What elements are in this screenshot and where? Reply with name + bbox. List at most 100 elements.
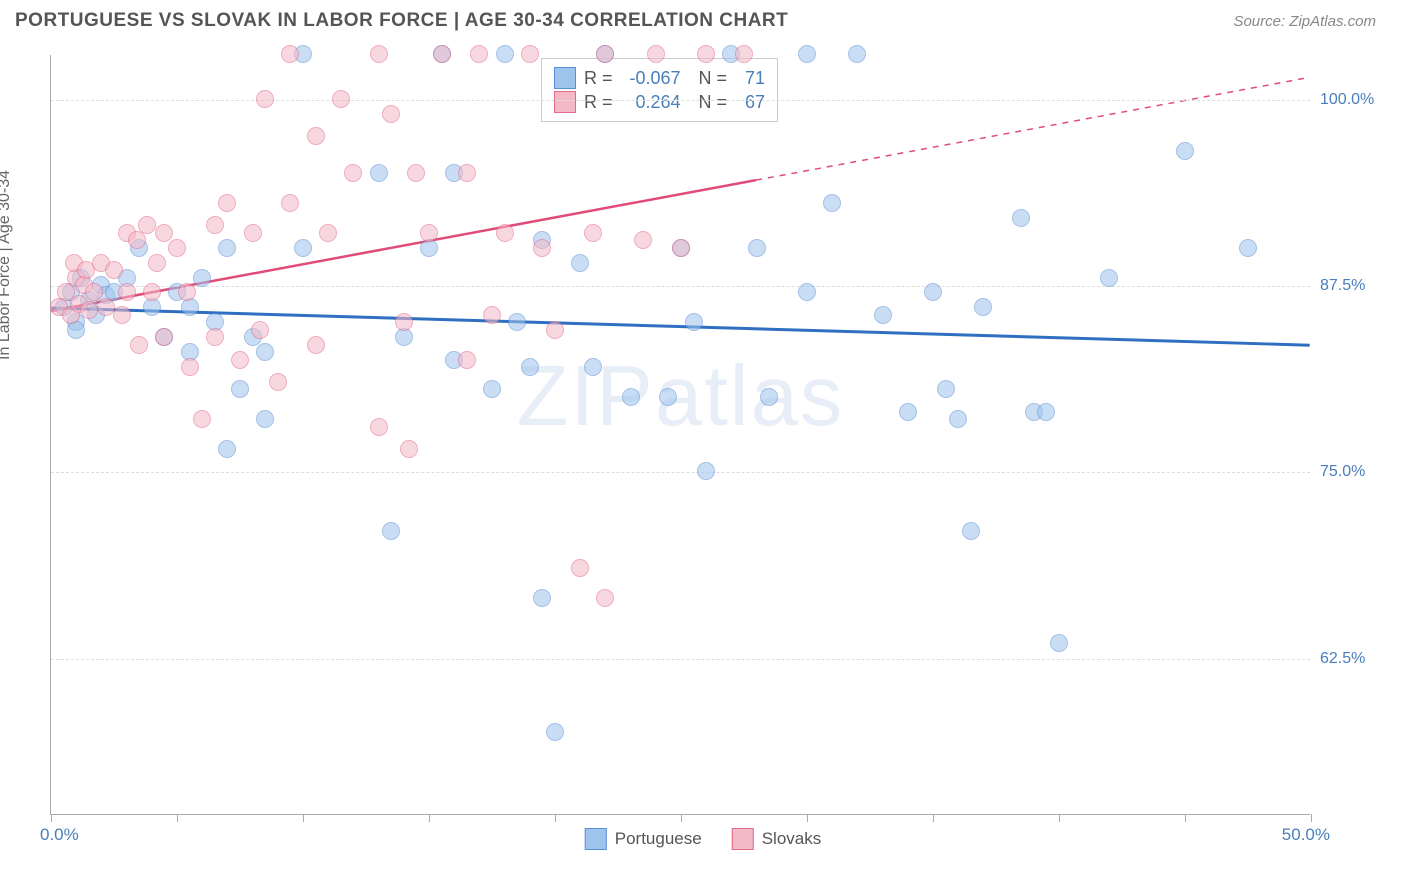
- data-point: [483, 306, 501, 324]
- data-point: [85, 283, 103, 301]
- data-point: [206, 328, 224, 346]
- x-tick: [429, 814, 430, 822]
- legend-r-label: R =: [584, 92, 613, 113]
- data-point: [483, 380, 501, 398]
- legend-item-slovaks: Slovaks: [732, 828, 822, 850]
- data-point: [521, 45, 539, 63]
- data-point: [155, 328, 173, 346]
- data-point: [128, 231, 146, 249]
- data-point: [218, 440, 236, 458]
- data-point: [344, 164, 362, 182]
- legend-item-portuguese: Portuguese: [585, 828, 702, 850]
- data-point: [458, 351, 476, 369]
- data-point: [974, 298, 992, 316]
- data-point: [622, 388, 640, 406]
- data-point: [546, 321, 564, 339]
- y-tick-label: 75.0%: [1320, 463, 1390, 481]
- data-point: [231, 351, 249, 369]
- data-point: [470, 45, 488, 63]
- data-point: [533, 239, 551, 257]
- data-point: [596, 589, 614, 607]
- data-point: [533, 589, 551, 607]
- data-point: [181, 358, 199, 376]
- data-point: [244, 224, 262, 242]
- data-point: [1037, 403, 1055, 421]
- data-point: [206, 216, 224, 234]
- data-point: [420, 224, 438, 242]
- data-point: [647, 45, 665, 63]
- watermark: ZIPatlas: [517, 348, 845, 446]
- data-point: [874, 306, 892, 324]
- legend-n-value: 67: [735, 92, 765, 113]
- x-axis-min-label: 0.0%: [40, 825, 79, 845]
- gridline: [51, 286, 1310, 287]
- legend-n-value: 71: [735, 68, 765, 89]
- data-point: [382, 105, 400, 123]
- data-point: [659, 388, 677, 406]
- data-point: [962, 522, 980, 540]
- data-point: [113, 306, 131, 324]
- legend-n-label: N =: [699, 92, 728, 113]
- data-point: [823, 194, 841, 212]
- legend-r-value: -0.067: [621, 68, 681, 89]
- data-point: [458, 164, 476, 182]
- data-point: [307, 336, 325, 354]
- data-point: [281, 194, 299, 212]
- data-point: [118, 283, 136, 301]
- correlation-legend: R = -0.067 N = 71 R = 0.264 N = 67: [541, 58, 778, 122]
- y-axis-label: In Labor Force | Age 30-34: [0, 170, 14, 360]
- x-tick: [177, 814, 178, 822]
- data-point: [697, 45, 715, 63]
- data-point: [148, 254, 166, 272]
- x-tick: [1185, 814, 1186, 822]
- legend-item-label: Portuguese: [615, 829, 702, 849]
- data-point: [1012, 209, 1030, 227]
- legend-swatch-slovaks: [554, 91, 576, 113]
- data-point: [571, 254, 589, 272]
- data-point: [899, 403, 917, 421]
- data-point: [382, 522, 400, 540]
- data-point: [319, 224, 337, 242]
- data-point: [168, 239, 186, 257]
- x-tick: [1059, 814, 1060, 822]
- data-point: [508, 313, 526, 331]
- y-tick-label: 87.5%: [1320, 277, 1390, 295]
- data-point: [584, 358, 602, 376]
- gridline: [51, 100, 1310, 101]
- legend-item-label: Slovaks: [762, 829, 822, 849]
- x-axis-max-label: 50.0%: [1282, 825, 1330, 845]
- data-point: [1100, 269, 1118, 287]
- data-point: [332, 90, 350, 108]
- legend-r-label: R =: [584, 68, 613, 89]
- data-point: [155, 224, 173, 242]
- data-point: [848, 45, 866, 63]
- legend-swatch-portuguese: [554, 67, 576, 89]
- data-point: [251, 321, 269, 339]
- x-tick: [1311, 814, 1312, 822]
- legend-row-portuguese: R = -0.067 N = 71: [554, 67, 765, 89]
- chart-header: PORTUGUESE VS SLOVAK IN LABOR FORCE | AG…: [0, 0, 1406, 37]
- data-point: [193, 269, 211, 287]
- trend-lines-svg: [51, 55, 1310, 814]
- data-point: [685, 313, 703, 331]
- data-point: [256, 90, 274, 108]
- data-point: [496, 224, 514, 242]
- series-legend: Portuguese Slovaks: [585, 828, 821, 850]
- data-point: [798, 283, 816, 301]
- x-tick: [303, 814, 304, 822]
- x-tick: [807, 814, 808, 822]
- data-point: [218, 239, 236, 257]
- data-point: [256, 410, 274, 428]
- legend-n-label: N =: [699, 68, 728, 89]
- data-point: [193, 410, 211, 428]
- y-tick-label: 100.0%: [1320, 91, 1390, 109]
- data-point: [735, 45, 753, 63]
- data-point: [138, 216, 156, 234]
- data-point: [748, 239, 766, 257]
- scatter-plot-area: ZIPatlas R = -0.067 N = 71 R = 0.264 N =…: [50, 55, 1310, 815]
- data-point: [307, 127, 325, 145]
- legend-swatch-icon: [732, 828, 754, 850]
- y-tick-label: 62.5%: [1320, 650, 1390, 668]
- data-point: [231, 380, 249, 398]
- gridline: [51, 659, 1310, 660]
